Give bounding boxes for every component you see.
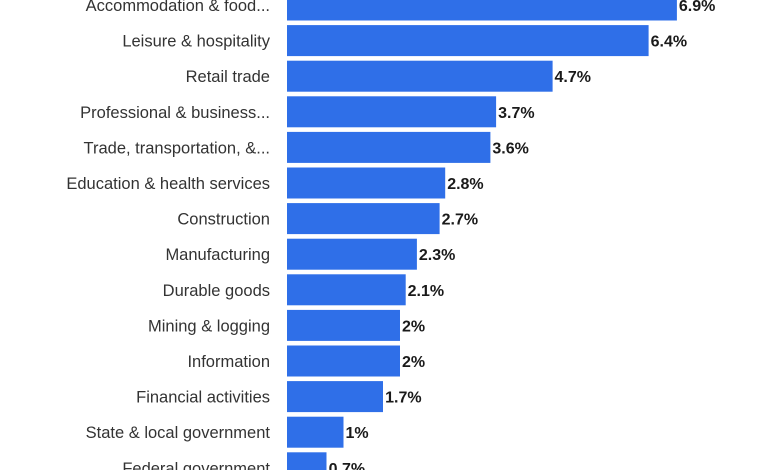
category-label: Mining & logging	[148, 317, 270, 335]
value-label: 0.7%	[329, 461, 365, 470]
category-label: Retail trade	[186, 68, 270, 86]
bar-9	[287, 309, 400, 341]
category-label: State & local government	[86, 424, 271, 442]
value-label: 3.7%	[498, 105, 534, 122]
bar-12	[287, 416, 344, 448]
value-label: 4.7%	[555, 69, 591, 86]
category-label: Information	[187, 353, 270, 371]
value-label: 2.8%	[447, 176, 483, 193]
bar-3	[287, 96, 497, 128]
bar-5	[287, 167, 446, 199]
value-label: 2.3%	[419, 247, 455, 264]
value-label: 2.7%	[442, 212, 478, 229]
category-label: Trade, transportation, &...	[84, 139, 270, 157]
value-label: 6.4%	[651, 34, 687, 51]
value-label: 1%	[346, 425, 369, 442]
category-label: Manufacturing	[165, 246, 270, 264]
bar-2	[287, 60, 553, 92]
bar-10	[287, 345, 400, 377]
category-label: Accommodation & food...	[86, 0, 270, 15]
category-label: Leisure & hospitality	[122, 33, 270, 51]
value-label: 6.9%	[679, 0, 715, 15]
bar-13	[287, 452, 327, 470]
bar-6	[287, 203, 440, 235]
category-label: Financial activities	[136, 389, 270, 407]
bar-7	[287, 238, 417, 270]
bar-1	[287, 25, 649, 57]
category-label: Professional & business...	[80, 104, 270, 122]
value-label: 2.1%	[408, 283, 444, 300]
bar-0	[287, 0, 677, 21]
category-label: Construction	[177, 211, 270, 229]
bar-8	[287, 274, 406, 306]
category-label: Durable goods	[163, 282, 270, 300]
value-label: 1.7%	[385, 390, 421, 407]
category-label: Federal government	[122, 460, 270, 470]
category-label: Education & health services	[66, 175, 270, 193]
bars-group: Accommodation & food... 6.9% Leisure & hos…	[66, 0, 715, 470]
value-label: 3.6%	[492, 140, 528, 157]
value-label: 2%	[402, 318, 425, 335]
bar-11	[287, 381, 383, 413]
bar-4	[287, 131, 491, 163]
value-label: 2%	[402, 354, 425, 371]
